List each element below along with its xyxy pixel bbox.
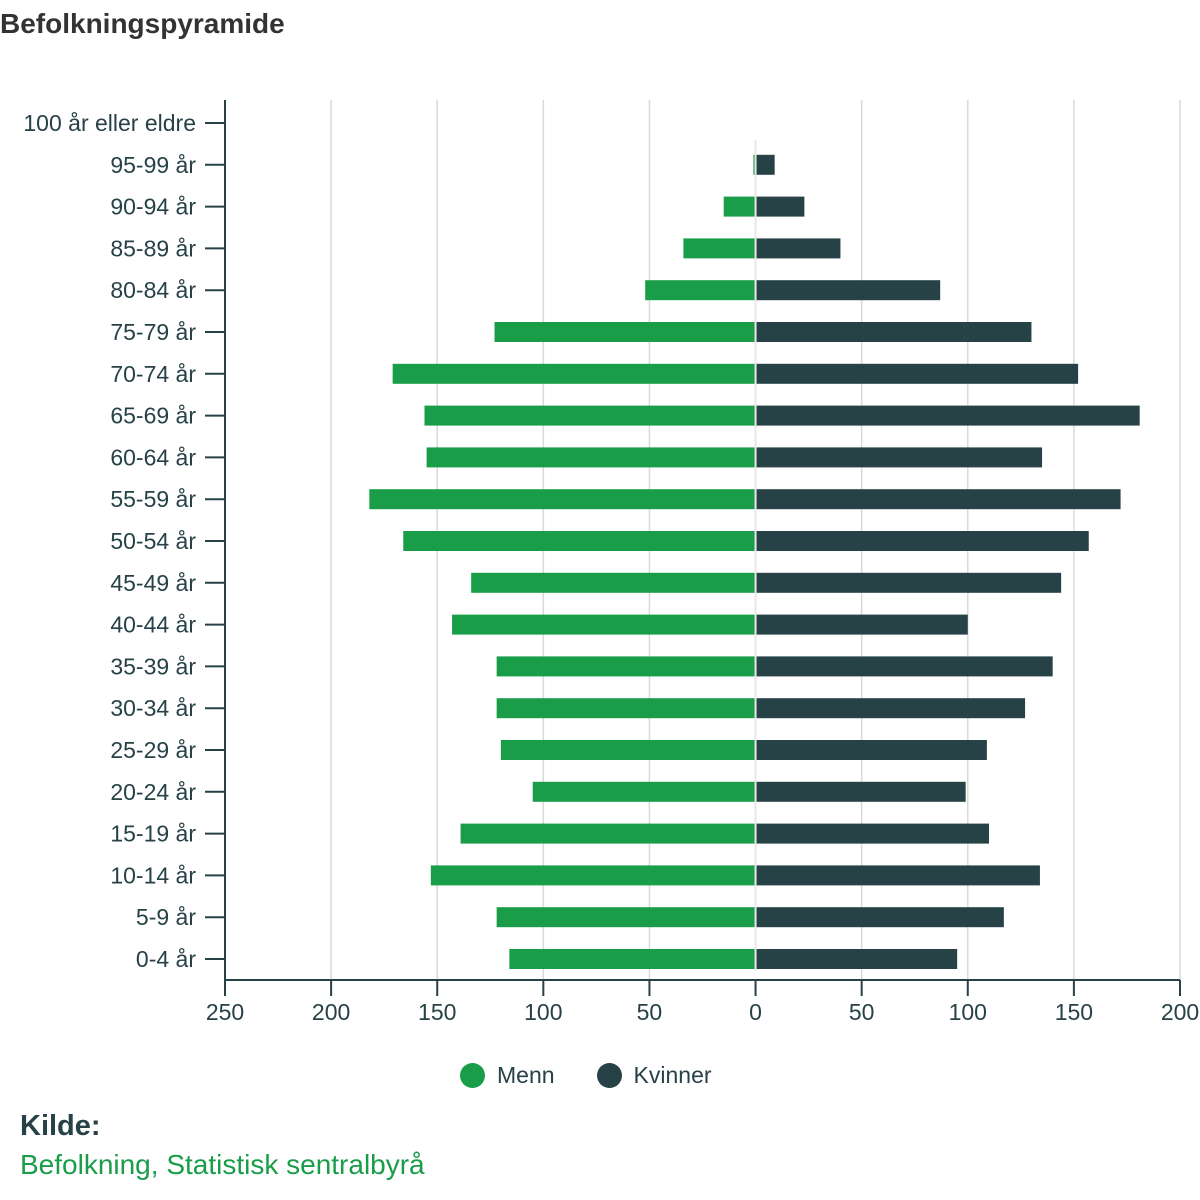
bar-women[interactable] [755,531,1089,551]
x-tick-label: 250 [206,999,244,1025]
bar-women[interactable] [755,447,1043,468]
legend-women-dot [596,1063,622,1088]
y-tick-label: 75-79 år [110,319,196,345]
bars [369,154,1140,969]
bar-women[interactable] [755,614,968,635]
bar-men[interactable] [496,656,756,677]
source-label: Kilde: [20,1110,101,1142]
y-tick-label: 100 år eller eldre [23,110,196,136]
bar-men[interactable] [452,614,756,635]
bar-women[interactable] [755,405,1140,426]
bar-women[interactable] [755,363,1079,384]
bar-women[interactable] [755,781,966,802]
bar-women[interactable] [755,238,841,259]
y-tick-label: 70-74 år [110,361,196,387]
bar-men[interactable] [426,447,756,468]
y-tick-label: 80-84 år [110,277,196,303]
bar-men[interactable] [723,196,756,217]
legend-item-men[interactable]: Menn [460,1062,555,1089]
y-tick-label: 40-44 år [110,612,196,638]
tick-labels: 250 200 150 100 50 0 50 100 150 200 100 år eller e… [23,110,1199,1025]
bar-men[interactable] [471,572,756,593]
legend-women-label: Kvinner [633,1062,712,1088]
y-tick-label: 20-24 år [110,779,196,805]
bar-women[interactable] [755,154,775,175]
x-tick-label: 150 [1055,999,1093,1025]
bar-men[interactable] [403,531,756,551]
y-tick-label: 25-29 år [110,737,196,763]
x-tick-label: 50 [849,999,875,1025]
bar-women[interactable] [755,196,805,217]
bar-women[interactable] [755,907,1004,928]
population-pyramid-chart: 250 200 150 100 50 0 50 100 150 200 100 år eller e… [23,100,1199,1025]
bar-men[interactable] [392,363,756,384]
bar-men[interactable] [460,823,756,844]
bar-men[interactable] [509,949,756,969]
bar-men[interactable] [645,280,756,301]
source: Kilde: Befolkning, Statistisk sentralbyr… [20,1110,425,1181]
bar-men[interactable] [369,489,756,510]
x-tick-label: 0 [749,999,762,1025]
bar-men[interactable] [430,865,756,886]
chart-title: Befolkningspyramide [0,8,285,39]
bar-men[interactable] [500,740,756,760]
y-tick-label: 15-19 år [110,821,196,847]
x-tick-label: 50 [637,999,663,1025]
x-tick-label: 200 [312,999,350,1025]
x-tick-label: 100 [949,999,987,1025]
y-tick-label: 55-59 år [110,486,196,512]
bar-men[interactable] [496,698,756,719]
y-tick-label: 0-4 år [136,946,196,972]
y-tick-label: 10-14 år [110,862,196,888]
bar-women[interactable] [755,740,987,760]
y-tick-label: 85-89 år [110,235,196,261]
bar-women[interactable] [755,489,1121,510]
bar-men[interactable] [494,322,756,342]
legend-item-women[interactable]: Kvinner [596,1062,712,1089]
bar-men[interactable] [753,154,756,175]
bar-men[interactable] [424,405,756,426]
y-tick-label: 90-94 år [110,194,196,220]
x-tick-label: 100 [524,999,562,1025]
y-tick-label: 60-64 år [110,444,196,470]
legend-men-dot [460,1063,485,1088]
y-tick-label: 5-9 år [136,904,196,930]
bar-women[interactable] [755,823,989,844]
bar-women[interactable] [755,322,1032,342]
y-tick-label: 50-54 år [110,528,196,554]
y-tick-label: 65-69 år [110,403,196,429]
bar-women[interactable] [755,280,941,301]
bar-women[interactable] [755,656,1053,677]
x-tick-label: 150 [418,999,456,1025]
bar-women[interactable] [755,865,1040,886]
bar-men[interactable] [683,238,756,259]
y-tick-label: 45-49 år [110,570,196,596]
y-tick-label: 30-34 år [110,695,196,721]
bar-men[interactable] [496,907,756,928]
bar-women[interactable] [755,572,1062,593]
bar-women[interactable] [755,698,1026,719]
y-tick-label: 35-39 år [110,653,196,679]
legend-men-label: Menn [497,1062,555,1088]
x-tick-label: 200 [1161,999,1199,1025]
bar-women[interactable] [755,949,958,969]
bar-men[interactable] [532,781,756,802]
source-link[interactable]: Befolkning, Statistisk sentralbyrå [20,1149,425,1180]
axes [205,100,1181,996]
y-tick-label: 95-99 år [110,152,196,178]
legend: Menn Kvinner [460,1062,754,1089]
